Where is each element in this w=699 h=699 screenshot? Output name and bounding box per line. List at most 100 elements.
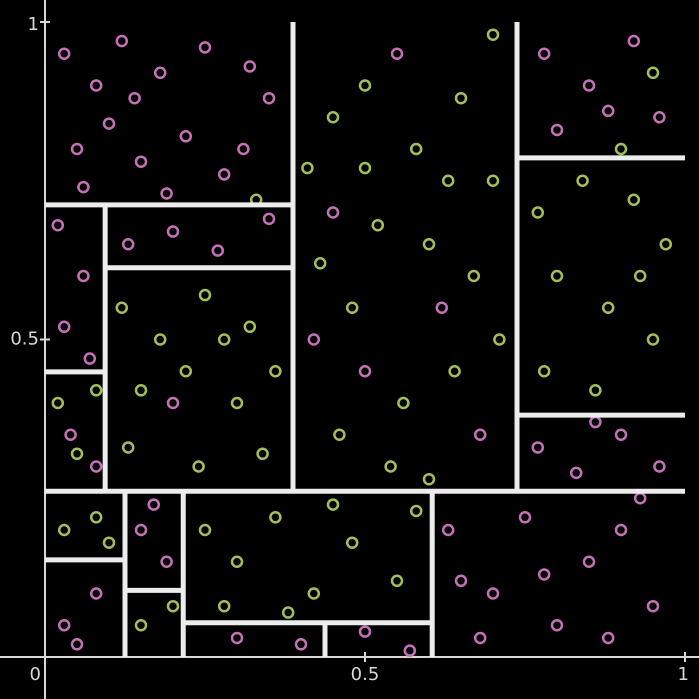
point <box>454 574 468 588</box>
point <box>192 460 205 473</box>
point <box>243 60 257 73</box>
point <box>160 187 173 200</box>
point <box>64 428 77 441</box>
point <box>550 269 564 283</box>
point <box>589 384 602 397</box>
point <box>301 161 314 175</box>
point <box>153 66 167 80</box>
point <box>134 155 148 168</box>
point <box>326 111 340 124</box>
point <box>633 269 647 283</box>
point <box>307 333 321 346</box>
point <box>153 333 167 346</box>
point <box>134 619 148 632</box>
y-tick-label: 1 <box>28 14 39 35</box>
point <box>537 365 551 378</box>
point <box>198 523 212 537</box>
point <box>77 269 90 283</box>
point <box>473 428 487 441</box>
point <box>179 130 193 143</box>
point <box>83 352 97 365</box>
point <box>531 441 545 454</box>
point <box>115 301 129 314</box>
point <box>256 447 269 461</box>
point <box>614 523 628 537</box>
point <box>569 466 583 480</box>
point <box>333 428 346 441</box>
point <box>390 47 404 60</box>
point <box>70 638 84 651</box>
x-tick-label: 0 <box>30 664 41 685</box>
point <box>166 599 180 613</box>
point <box>441 523 455 537</box>
point <box>89 79 103 92</box>
point <box>160 555 173 568</box>
point <box>57 619 71 632</box>
x-tick-label: 0.5 <box>351 664 380 685</box>
point <box>358 625 372 638</box>
point <box>51 396 65 410</box>
point <box>384 460 397 473</box>
point <box>102 117 116 130</box>
point <box>77 180 90 194</box>
point <box>294 638 308 651</box>
point <box>198 288 212 302</box>
point <box>166 396 180 410</box>
point <box>448 365 461 378</box>
point <box>230 555 244 568</box>
point <box>486 174 500 187</box>
point <box>166 225 180 238</box>
point <box>358 365 372 378</box>
point <box>550 619 564 632</box>
point <box>326 498 340 511</box>
point <box>262 212 276 226</box>
point <box>262 91 276 105</box>
x-tick-label: 1 <box>678 664 689 685</box>
point <box>493 333 506 346</box>
point <box>57 47 71 60</box>
point <box>582 555 596 568</box>
point <box>134 523 148 537</box>
point <box>237 142 250 156</box>
point <box>646 599 660 613</box>
point <box>537 47 551 60</box>
point <box>659 238 673 251</box>
point <box>486 587 500 600</box>
point <box>102 536 116 549</box>
point <box>422 472 436 486</box>
point <box>537 568 551 581</box>
point <box>345 536 359 549</box>
point <box>601 301 615 314</box>
point <box>390 574 404 588</box>
point <box>57 523 71 537</box>
point <box>217 333 231 346</box>
point <box>601 104 615 118</box>
point <box>358 161 372 175</box>
point <box>121 441 135 454</box>
point <box>601 631 615 645</box>
point <box>614 142 628 156</box>
point <box>467 269 481 283</box>
point <box>243 320 257 334</box>
point <box>281 606 295 619</box>
point <box>211 244 225 257</box>
point <box>326 206 340 219</box>
point <box>403 644 417 657</box>
point <box>313 257 327 270</box>
point <box>217 168 231 181</box>
point <box>397 396 410 410</box>
point <box>409 504 423 518</box>
point <box>358 79 372 92</box>
point <box>70 447 84 461</box>
point <box>627 34 641 48</box>
point <box>614 428 628 441</box>
point <box>307 587 321 600</box>
point <box>550 123 564 137</box>
point <box>89 384 103 397</box>
point <box>518 511 532 524</box>
point <box>89 460 103 473</box>
y-tick-label: 0.5 <box>10 329 39 350</box>
point <box>627 193 641 207</box>
point <box>576 174 589 187</box>
